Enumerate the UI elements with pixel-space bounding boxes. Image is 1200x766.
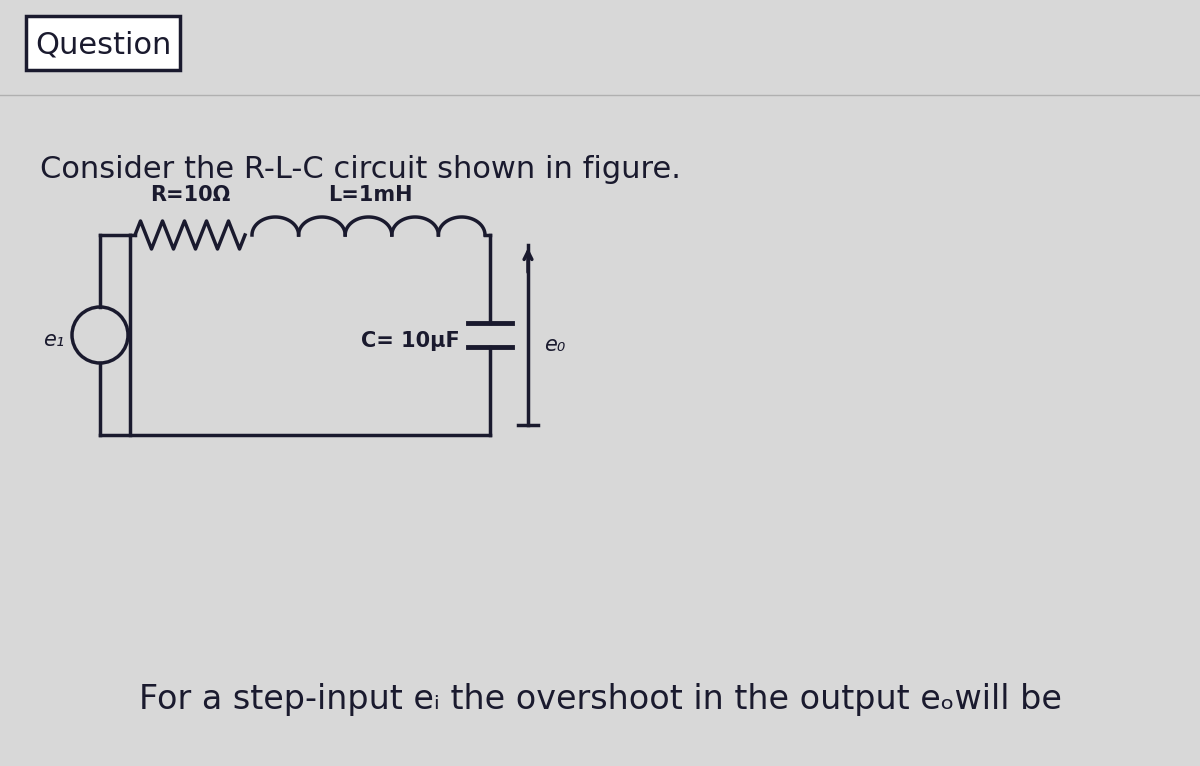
Text: Consider the R-L-C circuit shown in figure.: Consider the R-L-C circuit shown in figu… xyxy=(40,155,680,184)
Text: L=1mH: L=1mH xyxy=(328,185,413,205)
Text: For a step-input eᵢ the overshoot in the output eₒwill be: For a step-input eᵢ the overshoot in the… xyxy=(138,683,1062,716)
Text: C= 10μF: C= 10μF xyxy=(361,331,460,351)
Text: R=10Ω: R=10Ω xyxy=(150,185,230,205)
Text: e₁: e₁ xyxy=(43,330,64,350)
Text: Question: Question xyxy=(35,30,172,59)
FancyBboxPatch shape xyxy=(26,16,180,70)
Text: e₀: e₀ xyxy=(544,335,565,355)
